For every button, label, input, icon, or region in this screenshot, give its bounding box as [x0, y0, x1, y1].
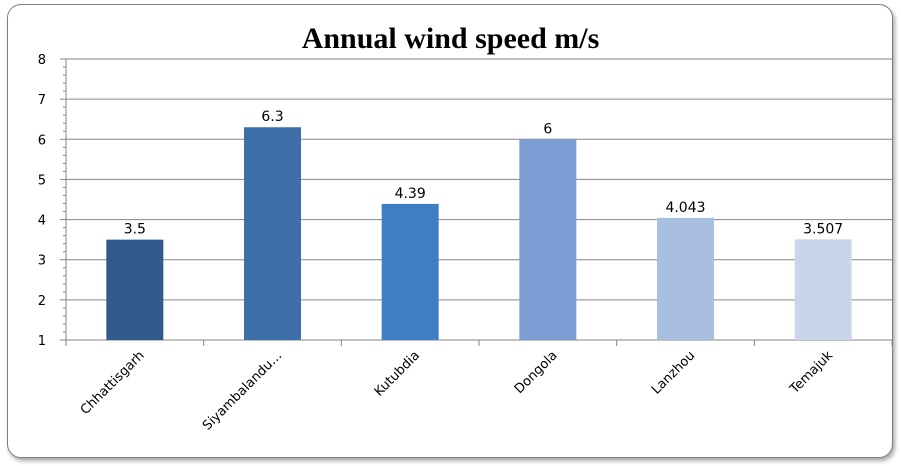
axes	[60, 58, 893, 346]
y-tick-label: 1	[38, 334, 46, 349]
y-tick-label: 7	[38, 93, 46, 108]
data-label: 4.043	[665, 200, 705, 216]
x-category-label: Kutubdia	[372, 348, 423, 399]
data-label: 3.5	[124, 222, 146, 238]
y-tick-label: 3	[38, 254, 46, 269]
data-label: 6.3	[261, 109, 283, 125]
chart-title: Annual wind speed m/s	[301, 22, 600, 55]
bar-chhattisgarh	[106, 239, 164, 340]
gridlines	[66, 58, 892, 301]
bar-lanzhou	[657, 217, 714, 340]
y-tick-label: 5	[38, 173, 46, 188]
bars	[106, 127, 852, 340]
bar-siyambalandu-	[244, 127, 301, 340]
bar-kutubdia	[381, 203, 439, 340]
x-category-label: Temajuk	[787, 348, 837, 398]
bar-dongola	[519, 139, 577, 340]
y-tick-label: 4	[38, 214, 46, 229]
bar-temajuk	[794, 239, 852, 340]
data-label: 4.39	[395, 186, 426, 202]
y-tick-label: 8	[38, 53, 46, 68]
y-tick-label: 2	[38, 294, 46, 309]
data-label: 3.507	[803, 221, 843, 237]
data-label: 6	[543, 121, 552, 137]
x-category-label: Siyambalandu…	[200, 348, 285, 433]
x-category-label: Chhattisgarh	[78, 348, 148, 418]
y-tick-label: 6	[38, 133, 46, 148]
x-category-label: Lanzhou	[649, 348, 698, 397]
chart-frame	[7, 4, 893, 458]
x-category-label: Dongola	[512, 348, 561, 397]
